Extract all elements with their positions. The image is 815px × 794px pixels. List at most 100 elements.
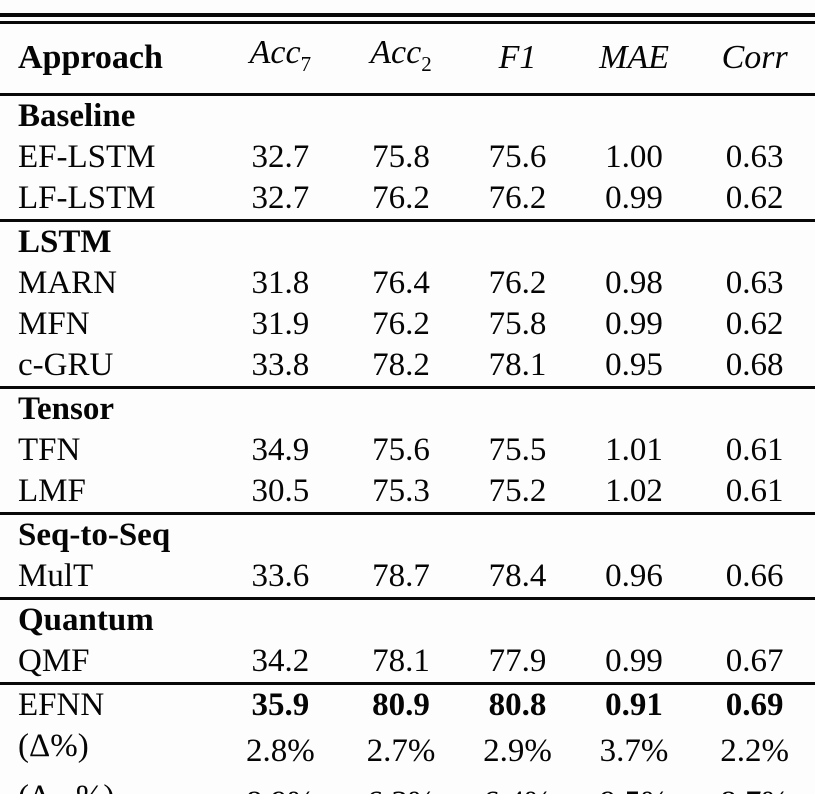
section-header-tensor: Tensor (0, 385, 815, 430)
cell-acc7: 32.7 (251, 179, 310, 216)
section-title: Seq-to-Seq (0, 511, 815, 556)
row-label: (Δ%) (18, 727, 89, 764)
cell-acc7: 34.9 (251, 431, 310, 468)
cell-mae: 1.02 (605, 472, 663, 509)
cell-acc2: 76.2 (372, 305, 430, 342)
table-row-tfn: TFN 34.9 75.6 75.5 1.01 0.61 (0, 430, 815, 471)
cell-mae: 0.99 (605, 642, 663, 679)
cell-acc2: 78.1 (372, 642, 430, 679)
cell-corr: 0.62 (725, 179, 784, 216)
row-label: QMF (18, 642, 90, 679)
section-title: Quantum (0, 596, 815, 641)
column-header-corr: Corr (694, 24, 815, 96)
column-header-row: Approach Acc7 Acc2 F1 MAE Corr (0, 24, 815, 96)
cell-f1: 78.1 (488, 346, 547, 383)
table-row-qmf: QMF 34.2 78.1 77.9 0.99 0.67 (0, 641, 815, 684)
table-row-mult: MulT 33.6 78.7 78.4 0.96 0.66 (0, 556, 815, 599)
cell-acc7: 8.9% (220, 777, 341, 794)
cell-acc2: 6.3% (341, 777, 462, 794)
cell-acc7: 31.8 (251, 264, 310, 301)
cell-acc7: 31.9 (251, 305, 310, 342)
cell-corr: 0.61 (725, 472, 784, 509)
column-header-acc2: Acc2 (340, 24, 462, 96)
section-title: LSTM (0, 218, 815, 263)
cell-mae: 0.98 (605, 264, 663, 301)
cell-f1: 6.4% (461, 777, 573, 794)
cell-corr: 0.66 (725, 557, 784, 594)
cell-f1: 80.8 (461, 681, 574, 726)
cell-f1: 76.2 (488, 264, 547, 301)
section-header-lstm: LSTM (0, 218, 815, 263)
cell-corr: 0.63 (725, 138, 784, 175)
row-label: c-GRU (18, 346, 114, 383)
table-row-lf-lstm: LF-LSTM 32.7 76.2 76.2 0.99 0.62 (0, 178, 815, 221)
cell-acc2: 78.2 (372, 346, 430, 383)
cell-mae: 0.99 (605, 305, 663, 342)
column-header-approach: Approach (0, 24, 221, 96)
cell-corr: 0.68 (725, 346, 784, 383)
cell-acc7: 33.6 (251, 557, 310, 594)
cell-mae: 3.7% (599, 733, 669, 770)
cell-f1: 77.9 (488, 642, 547, 679)
section-header-seq-to-seq: Seq-to-Seq (0, 511, 815, 556)
table-row-ef-lstm: EF-LSTM 32.7 75.8 75.6 1.00 0.63 (0, 137, 815, 178)
cell-corr: 8.7% (694, 777, 815, 794)
section-header-baseline: Baseline (0, 94, 815, 137)
cell-corr: 0.62 (725, 305, 784, 342)
column-header-f1: F1 (461, 24, 574, 96)
cell-f1: 2.9% (483, 733, 552, 770)
cell-mae: 0.96 (605, 557, 663, 594)
row-label: EFNN (0, 681, 221, 726)
results-table: Approach Acc7 Acc2 F1 MAE Corr (0, 24, 815, 794)
table-row-marn: MARN 31.8 76.4 76.2 0.98 0.63 (0, 263, 815, 304)
cell-acc2: 75.3 (372, 472, 430, 509)
row-label: EF-LSTM (18, 138, 156, 175)
cell-corr: 0.69 (694, 681, 815, 726)
cell-corr: 0.61 (725, 431, 784, 468)
column-header-acc7: Acc7 (220, 24, 341, 96)
cell-acc2: 80.9 (340, 681, 462, 726)
cell-corr: 0.63 (725, 264, 784, 301)
cell-f1: 75.6 (488, 138, 547, 175)
cell-acc2: 2.7% (366, 733, 436, 770)
cell-acc7: 30.5 (251, 472, 310, 509)
table-row-c-gru: c-GRU 33.8 78.2 78.1 0.95 0.68 (0, 345, 815, 388)
section-title: Baseline (18, 97, 136, 134)
cell-acc7: 34.2 (251, 642, 310, 679)
cell-mae: 0.99 (605, 179, 663, 216)
cell-mae: 1.01 (605, 431, 663, 468)
cell-mae: 9.5% (574, 777, 695, 794)
table-row-delta-ef-percent: (ΔEF%) 8.9% 6.3% 6.4% 9.5% 8.7% (0, 777, 815, 794)
cell-acc2: 76.2 (372, 179, 430, 216)
table-row-lmf: LMF 30.5 75.3 75.2 1.02 0.61 (0, 471, 815, 514)
table-row-delta-percent: (Δ%) 2.8% 2.7% 2.9% 3.7% 2.2% (0, 726, 815, 778)
cell-f1: 75.8 (488, 305, 547, 342)
cell-acc7: 2.8% (245, 733, 315, 770)
cell-mae: 1.00 (605, 138, 663, 175)
cell-acc2: 78.7 (372, 557, 430, 594)
section-title: Tensor (0, 385, 815, 430)
row-label: TFN (18, 431, 81, 468)
cell-acc2: 75.6 (372, 431, 430, 468)
row-label: LMF (18, 472, 86, 509)
cell-f1: 75.5 (488, 431, 547, 468)
cell-f1: 76.2 (488, 179, 547, 216)
cell-corr: 2.2% (720, 733, 790, 770)
cell-acc2: 75.8 (372, 138, 430, 175)
row-label: MFN (18, 305, 90, 342)
row-label: LF-LSTM (18, 179, 156, 216)
cell-acc2: 76.4 (372, 264, 430, 301)
row-label: (ΔEF%) (0, 777, 220, 794)
table-row-efnn: EFNN 35.9 80.9 80.8 0.91 0.69 (0, 681, 815, 726)
cell-acc7: 33.8 (251, 346, 310, 383)
top-double-rule (0, 13, 815, 24)
cell-acc7: 32.7 (251, 138, 310, 175)
column-header-mae: MAE (573, 24, 695, 96)
cell-f1: 78.4 (488, 557, 547, 594)
row-label: MARN (18, 264, 118, 301)
cell-mae: 0.91 (573, 681, 695, 726)
cell-mae: 0.95 (605, 346, 663, 383)
row-label: MulT (18, 557, 94, 594)
cell-acc7: 35.9 (220, 681, 341, 726)
